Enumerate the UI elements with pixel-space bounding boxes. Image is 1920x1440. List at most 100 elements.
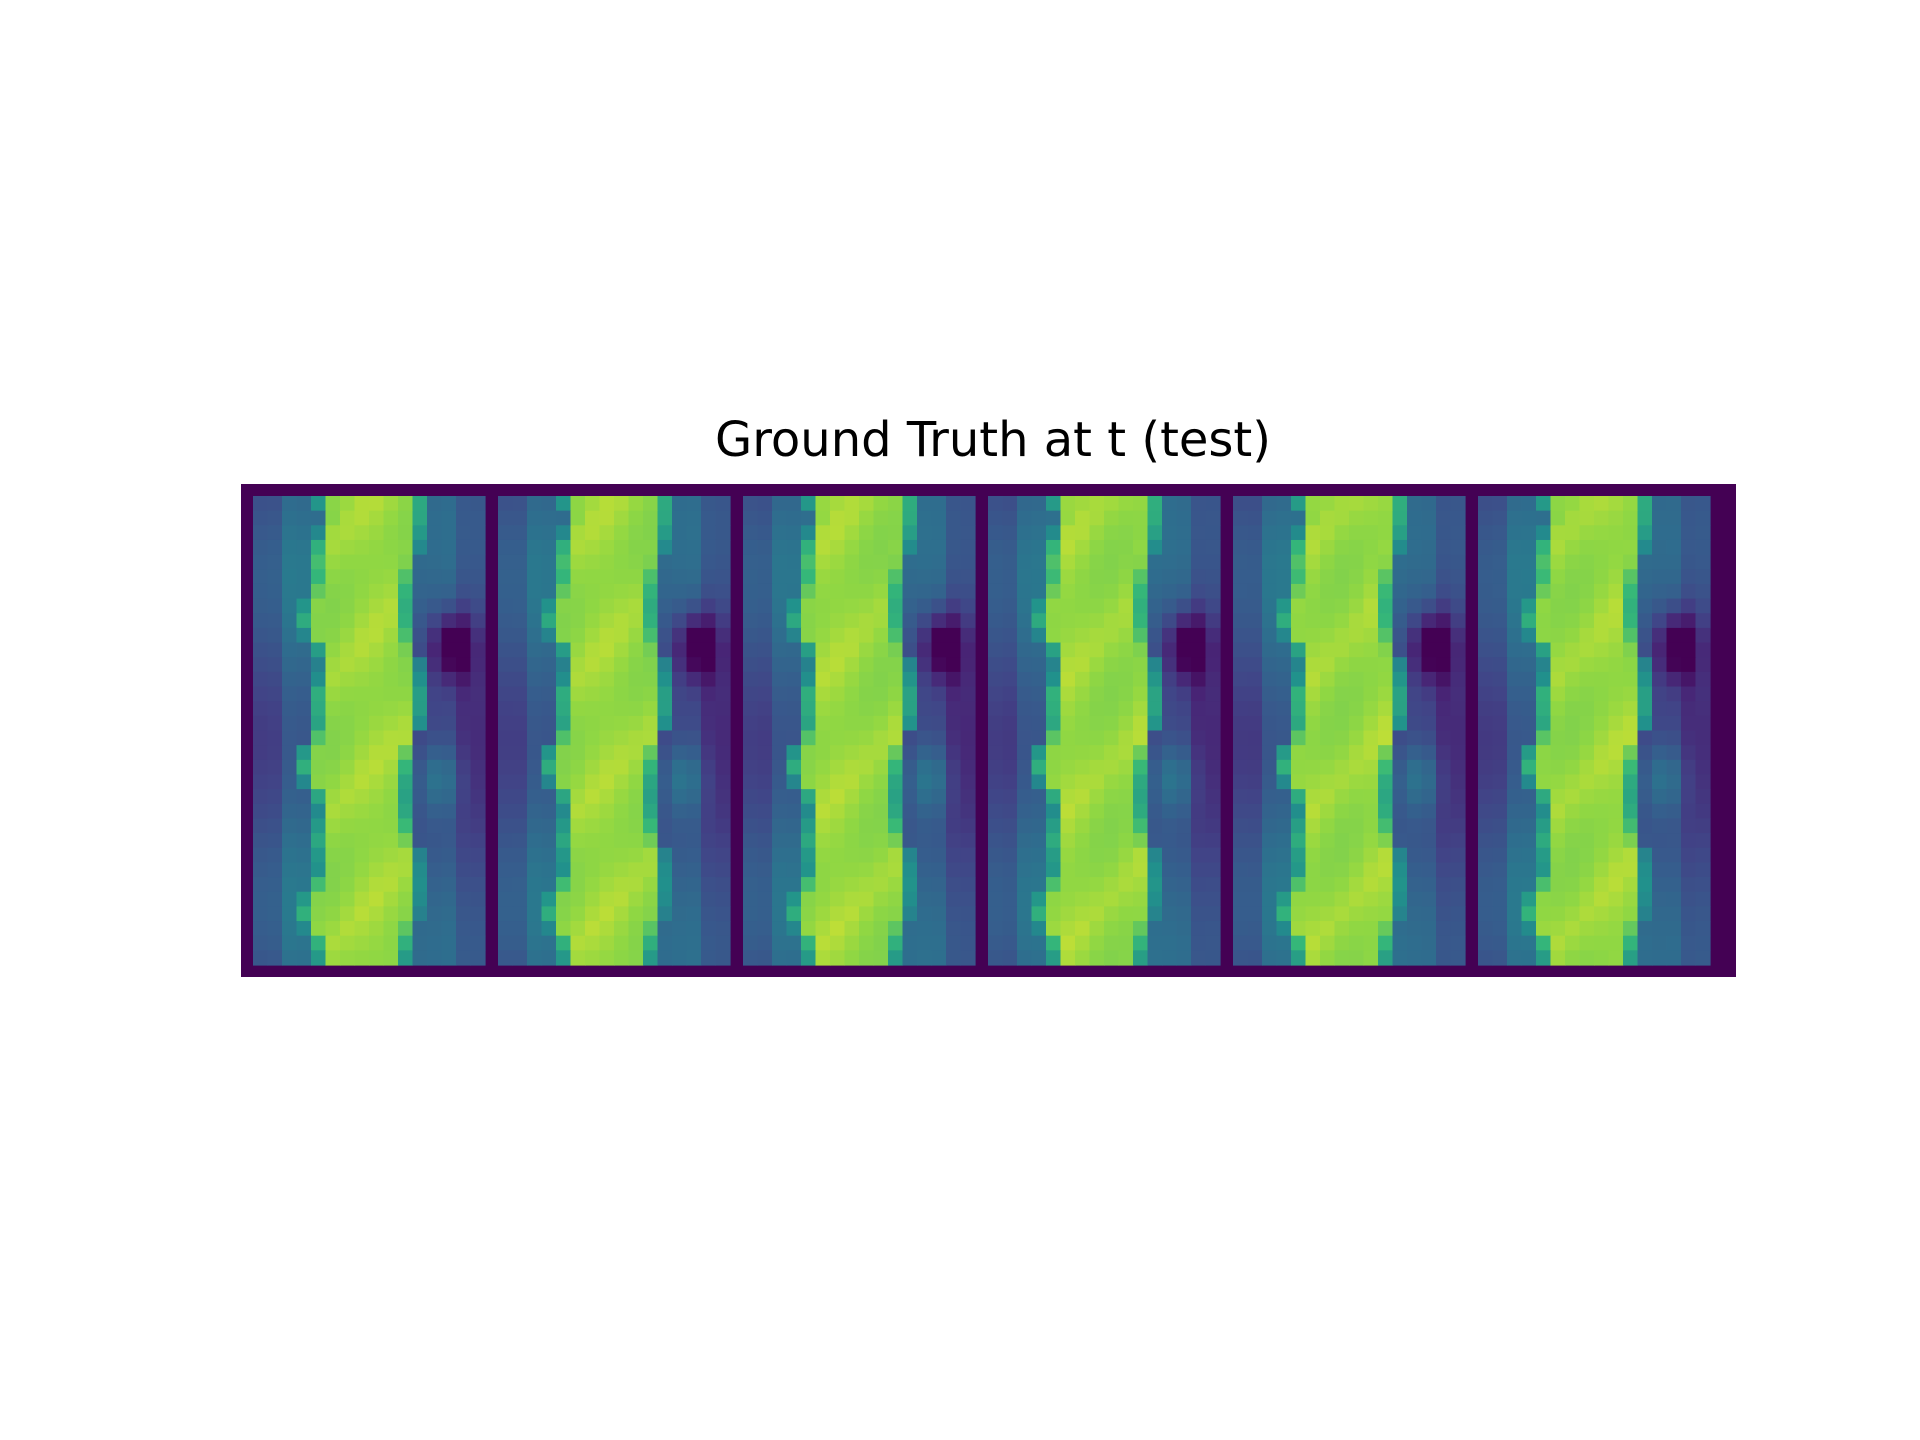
heatmap-cell [585,642,601,658]
heatmap-cell [1436,554,1452,570]
heatmap-cell [701,818,717,834]
heatmap-cell [1046,774,1062,790]
heatmap-cell [512,496,528,512]
heatmap-cell [585,701,601,717]
heatmap-cell [1320,745,1336,761]
heatmap-cell [1623,847,1639,864]
heatmap-cell [888,539,904,556]
heatmap-cell [672,921,688,937]
heatmap-cell [772,774,788,790]
heatmap-cell [1492,627,1508,644]
heatmap-cell [1205,539,1221,556]
heatmap-cell [672,774,688,790]
heatmap-cell [1104,847,1120,864]
heatmap-cell [1623,789,1639,805]
heatmap-cell [1205,671,1221,688]
heatmap-cell [1233,891,1249,907]
heatmap-cell [1017,642,1033,658]
heatmap-cell [556,774,572,790]
heatmap-cell [1176,833,1192,849]
heatmap-cell [1320,613,1336,629]
heatmap-cell [398,627,414,644]
heatmap-cell [1681,789,1697,805]
heatmap-cell [1666,803,1682,820]
heatmap-cell [917,496,933,512]
heatmap-cell [1378,935,1394,951]
heatmap-cell [1407,657,1423,673]
heatmap-cell [859,921,875,937]
heatmap-cell [772,627,788,644]
heatmap-cell [1407,833,1423,849]
heatmap-cell [859,627,875,644]
heatmap-cell [354,921,370,937]
heatmap-cell [1104,950,1120,966]
heatmap-cell [296,598,312,614]
heatmap-cell [1550,715,1566,732]
heatmap-cell [470,598,486,614]
heatmap-cell [815,642,831,658]
heatmap-cell [1579,510,1595,526]
heatmap-cell [715,701,731,717]
heatmap-cell [931,774,947,790]
heatmap-cell [801,862,817,878]
heatmap-cell [859,862,875,878]
heatmap-cell [917,671,933,688]
heatmap-cell [427,671,443,688]
heatmap-cell [1681,774,1697,790]
heatmap-cell [541,671,557,688]
heatmap-cell [282,510,298,526]
heatmap-cell [1637,510,1653,526]
heatmap-cell [1695,686,1711,702]
heatmap-cell [1233,496,1249,512]
heatmap-cell [282,701,298,717]
heatmap-cell [888,510,904,526]
heatmap-cell [1017,715,1033,732]
heatmap-cell [902,701,918,717]
heatmap-cell [786,847,802,864]
heatmap-cell [1594,627,1610,644]
heatmap-cell [701,935,717,951]
heatmap-cell [441,950,457,966]
heatmap-cell [456,935,472,951]
heatmap-cell [1407,715,1423,732]
heatmap-cell [354,891,370,907]
heatmap-cell [282,583,298,600]
heatmap-cell [441,598,457,614]
heatmap-cell [772,613,788,629]
heatmap-cell [772,642,788,658]
heatmap-cell [815,496,831,512]
heatmap-cell [988,554,1004,570]
heatmap-cell [715,671,731,688]
heatmap-cell [1276,935,1292,951]
heatmap-cell [873,598,889,614]
heatmap-cell [412,642,428,658]
heatmap-cell [1262,613,1278,629]
heatmap-cell [1436,613,1452,629]
heatmap-cell [643,496,659,512]
heatmap-cell [1507,613,1523,629]
heatmap-cell [757,657,773,673]
heatmap-cell [456,789,472,805]
heatmap-cell [1291,583,1307,600]
heatmap-cell [311,862,327,878]
heatmap-cell [628,569,644,585]
heatmap-cell [1002,671,1018,688]
heatmap-cell [354,818,370,834]
heatmap-cell [657,935,673,951]
heatmap-cell [1565,554,1581,570]
heatmap-cell [757,671,773,688]
heatmap-cell [1262,789,1278,805]
heatmap-cell [1579,598,1595,614]
heatmap-cell [1695,642,1711,658]
heatmap-cell [340,583,356,600]
heatmap-cell [541,613,557,629]
heatmap-cell [325,818,341,834]
heatmap-cell [1205,569,1221,585]
heatmap-cell [1521,554,1537,570]
heatmap-cell [1104,715,1120,732]
heatmap-cell [1637,935,1653,951]
heatmap-cell [1247,701,1263,717]
heatmap-cell [1305,642,1321,658]
heatmap-cell [325,642,341,658]
heatmap-cell [253,510,269,526]
